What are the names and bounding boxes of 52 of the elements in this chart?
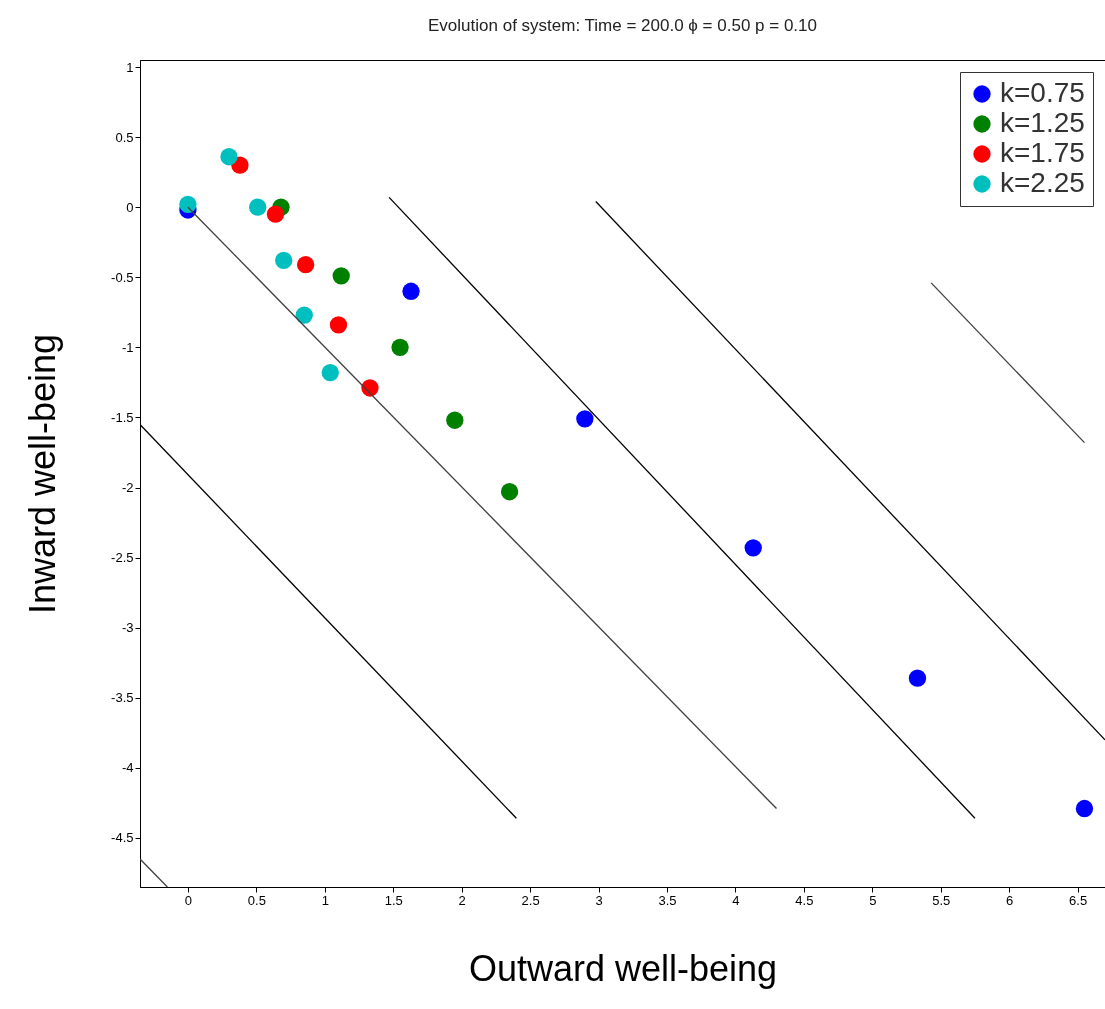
point	[446, 411, 464, 429]
legend-label: k=1.75	[1000, 137, 1085, 168]
legend-label: k=0.75	[1000, 77, 1085, 108]
x-tick-label: 4.5	[795, 892, 814, 908]
y-tick-label: -2.5	[111, 550, 134, 566]
x-tick-label: 0	[184, 892, 193, 908]
legend-label: k=2.25	[1000, 167, 1085, 198]
point	[500, 483, 519, 501]
y-tick-label: 1	[126, 59, 134, 75]
point	[295, 306, 313, 324]
point	[402, 282, 420, 300]
x-tick-label: 1	[321, 892, 329, 908]
point	[249, 198, 267, 216]
y-tick-label: -3.5	[111, 690, 134, 706]
y-tick-label: -1.5	[111, 409, 134, 425]
point	[908, 669, 927, 687]
x-tick-label: 3	[595, 892, 603, 908]
x-tick-label: 3.5	[658, 892, 677, 908]
point	[329, 316, 348, 334]
point	[296, 256, 315, 274]
x-tick-label: 2	[458, 892, 466, 908]
y-tick-label: -1	[121, 339, 134, 355]
point	[332, 267, 350, 285]
point	[275, 251, 293, 270]
x-tick-label: 5.5	[932, 892, 951, 908]
x-tick-label: 5	[869, 892, 877, 908]
y-tick-label: -4.5	[111, 830, 134, 846]
point	[361, 379, 379, 397]
y-tick-label: 0	[126, 199, 134, 215]
point	[321, 363, 339, 382]
point	[179, 195, 197, 214]
point	[266, 205, 285, 223]
legend-label: k=1.25	[1000, 107, 1085, 138]
point	[220, 148, 238, 166]
x-tick-label: 0.5	[247, 892, 266, 908]
point	[576, 410, 594, 428]
y-tick-label: -2	[121, 480, 134, 496]
point	[391, 338, 409, 356]
chart-title: Evolution of system: Time = 200.0 ϕ = 0.50 p = 0.10	[428, 16, 817, 35]
x-tick-label: 6.5	[1069, 892, 1088, 908]
x-axis-title: Outward well-being	[468, 947, 778, 989]
y-tick-label: -4	[121, 760, 134, 776]
y-axis-title: Inward well-being	[22, 333, 64, 615]
y-tick-label: -3	[121, 620, 134, 636]
x-tick-label: 2.5	[521, 892, 540, 908]
y-tick-label: -0.5	[111, 269, 134, 285]
y-tick-label: 0.5	[115, 129, 134, 145]
point	[1075, 799, 1094, 818]
x-tick-label: 1.5	[384, 892, 403, 908]
x-tick-label: 6	[1006, 892, 1014, 908]
x-tick-label: 4	[732, 892, 740, 908]
point	[744, 539, 762, 557]
